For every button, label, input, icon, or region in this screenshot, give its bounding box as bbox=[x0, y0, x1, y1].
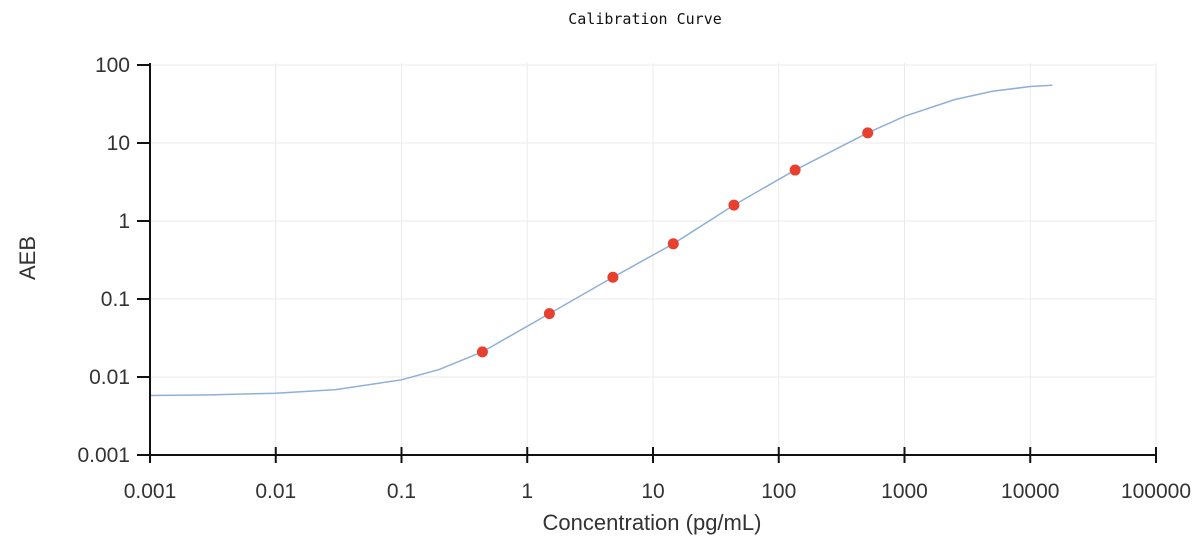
data-point bbox=[476, 346, 488, 358]
data-point bbox=[789, 164, 801, 176]
x-tick-label: 1 bbox=[521, 480, 533, 503]
y-tick-label: 0.1 bbox=[101, 288, 130, 311]
data-point bbox=[543, 308, 555, 320]
fit-curve-line bbox=[149, 84, 1053, 397]
data-point bbox=[667, 238, 679, 250]
data-point bbox=[607, 271, 619, 283]
axes-layer bbox=[137, 63, 1157, 463]
chart-title: Calibration Curve bbox=[568, 10, 722, 28]
x-tick-label: 0.001 bbox=[124, 480, 177, 503]
x-tick-label: 0.1 bbox=[387, 480, 416, 503]
grid-layer bbox=[149, 63, 1157, 456]
y-tick-label: 0.01 bbox=[89, 366, 130, 389]
x-tick-label: 10000 bbox=[1001, 480, 1059, 503]
x-tick-label: 1000 bbox=[881, 480, 928, 503]
y-tick-label: 100 bbox=[95, 54, 130, 77]
x-tick-label: 100 bbox=[761, 480, 796, 503]
y-axis-title: AEB bbox=[15, 236, 40, 280]
y-tick-label: 10 bbox=[107, 132, 130, 155]
labels-layer: 0.001 0.01 0.1 1 10 100 1000 10000 100000 0.001 0.… bbox=[77, 54, 1191, 503]
x-tick-label: 0.01 bbox=[255, 480, 296, 503]
data-points-layer bbox=[476, 127, 874, 358]
x-tick-label: 10 bbox=[641, 480, 664, 503]
y-tick-label: 0.001 bbox=[77, 444, 130, 467]
x-axis-title: Concentration (pg/mL) bbox=[543, 510, 762, 535]
data-point bbox=[728, 199, 740, 211]
data-point bbox=[862, 127, 874, 139]
y-tick-label: 1 bbox=[118, 210, 130, 233]
x-tick-label: 100000 bbox=[1121, 480, 1191, 503]
